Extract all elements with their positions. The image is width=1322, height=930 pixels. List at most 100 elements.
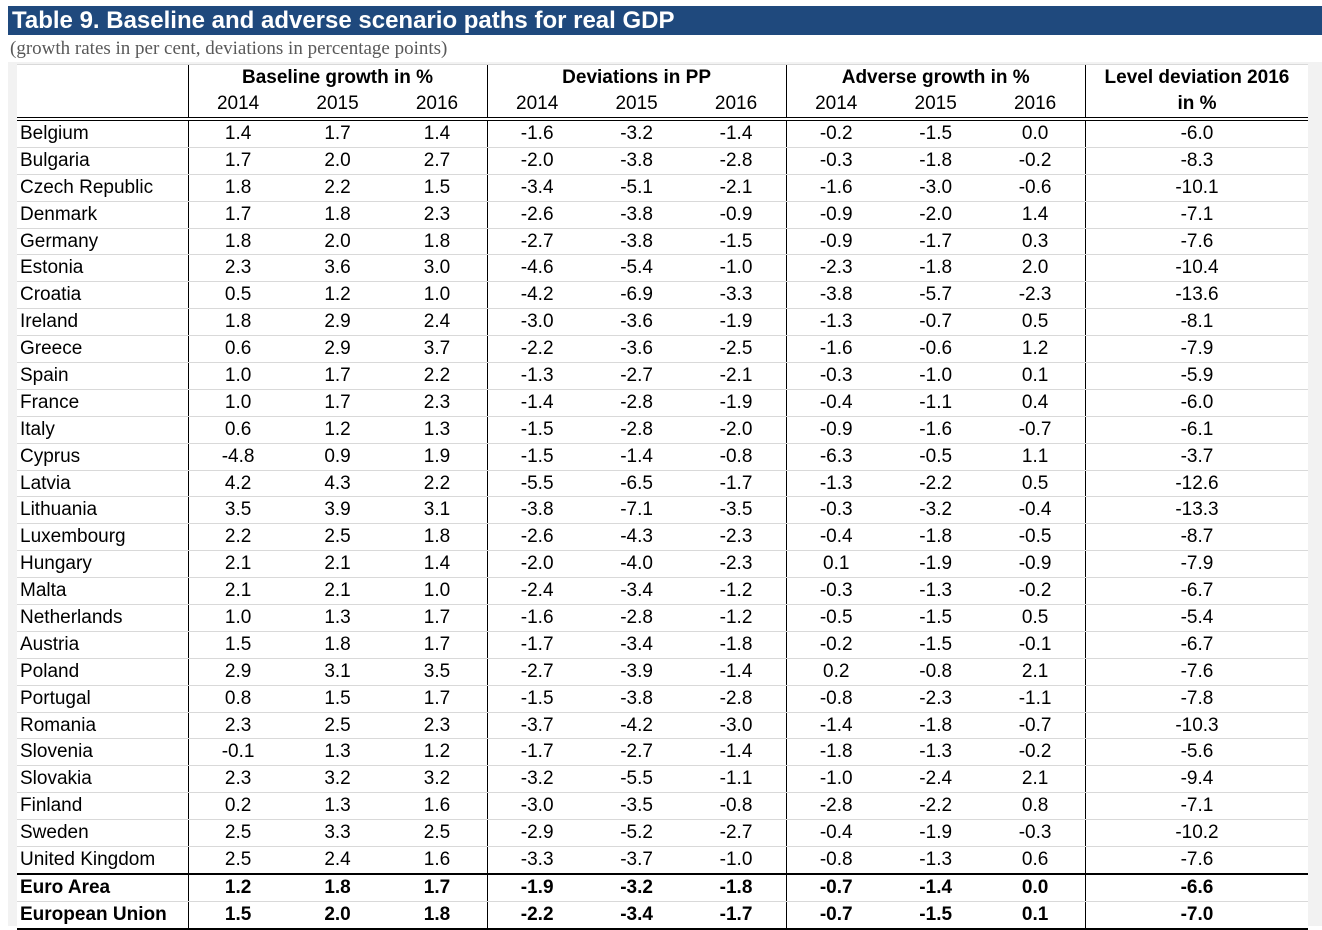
value-cell: -0.4 xyxy=(785,389,886,417)
table-row: Austria 1.5 1.8 1.7 -1.7 -3.4 -1.8 -0.2 -1.5 -0.1… xyxy=(17,631,1309,659)
value-cell: 1.8 xyxy=(387,228,488,256)
value-cell: -0.8 xyxy=(885,658,986,686)
value-cell: 2.5 xyxy=(287,523,388,552)
value-cell: 1.4 xyxy=(387,119,488,148)
value-cell: 0.6 xyxy=(187,416,288,444)
value-cell: -3.0 xyxy=(885,174,986,202)
value-cell: 2.4 xyxy=(387,308,488,337)
value-cell: -3.5 xyxy=(686,496,787,525)
value-cell: 2.7 xyxy=(387,147,488,175)
country-cell: Slovakia xyxy=(17,765,188,794)
value-cell: -6.1 xyxy=(1084,416,1309,444)
value-cell: -0.7 xyxy=(885,308,986,337)
value-cell: -1.9 xyxy=(885,819,986,848)
country-cell: Croatia xyxy=(17,281,188,310)
value-cell: -1.4 xyxy=(586,443,687,471)
value-cell: -1.3 xyxy=(785,308,886,337)
value-cell: -3.0 xyxy=(486,792,587,821)
value-cell: -2.1 xyxy=(686,174,787,202)
value-cell: 4.3 xyxy=(287,470,388,498)
value-cell: 1.2 xyxy=(287,416,388,444)
value-cell: -0.2 xyxy=(985,577,1086,606)
value-cell: -3.0 xyxy=(486,308,587,337)
value-cell: -1.9 xyxy=(885,550,986,579)
table-row: Lithuania 3.5 3.9 3.1 -3.8 -7.1 -3.5 -0.3 -3.2 -0… xyxy=(17,496,1309,525)
value-cell: -1.8 xyxy=(885,254,986,283)
value-cell: 2.0 xyxy=(287,228,388,256)
value-cell: 1.7 xyxy=(387,604,488,632)
value-cell: -1.4 xyxy=(686,119,787,148)
value-cell: -2.8 xyxy=(586,389,687,417)
value-cell: -2.8 xyxy=(686,147,787,175)
header-country-blank xyxy=(17,64,188,91)
value-cell: 3.2 xyxy=(387,765,488,794)
value-cell: -2.7 xyxy=(486,228,587,256)
value-cell: -0.3 xyxy=(785,496,886,525)
value-cell: -8.1 xyxy=(1084,308,1309,337)
value-cell: -3.2 xyxy=(885,496,986,525)
value-cell: -2.5 xyxy=(686,335,787,364)
header-baseline-group: Baseline growth in % xyxy=(187,64,488,91)
value-cell: -1.5 xyxy=(885,604,986,632)
value-cell: -1.1 xyxy=(885,389,986,417)
value-cell: -7.1 xyxy=(1084,201,1309,229)
value-cell: 0.2 xyxy=(785,658,886,686)
value-cell: -0.1 xyxy=(187,738,288,767)
country-cell: Luxembourg xyxy=(17,523,188,552)
value-cell: -1.7 xyxy=(486,738,587,767)
value-cell: -0.2 xyxy=(785,119,886,148)
value-cell: -7.0 xyxy=(1084,901,1309,930)
table-row: Germany 1.8 2.0 1.8 -2.7 -3.8 -1.5 -0.9 -1.7 0.3-… xyxy=(17,228,1309,256)
value-cell: -1.7 xyxy=(885,228,986,256)
value-cell: -0.9 xyxy=(985,550,1086,579)
value-cell: -0.9 xyxy=(785,228,886,256)
value-cell: -8.3 xyxy=(1084,147,1309,175)
value-cell: 1.8 xyxy=(187,174,288,202)
value-cell: -2.4 xyxy=(486,577,587,606)
country-cell: Romania xyxy=(17,712,188,740)
value-cell: 0.1 xyxy=(985,901,1086,930)
header-level-unit: in % xyxy=(1084,91,1309,121)
value-cell: 0.6 xyxy=(985,846,1086,875)
table-row: Croatia 0.5 1.2 1.0 -4.2 -6.9 -3.3 -3.8 -5.7 -2.3… xyxy=(17,281,1309,310)
value-cell: -0.8 xyxy=(785,685,886,713)
table-row: Portugal 0.8 1.5 1.7 -1.5 -3.8 -2.8 -0.8 -2.3 -1.… xyxy=(17,685,1309,713)
country-cell: Austria xyxy=(17,631,188,659)
value-cell: 3.2 xyxy=(287,765,388,794)
value-cell: 1.7 xyxy=(287,362,388,390)
value-cell: -7.6 xyxy=(1084,846,1309,875)
value-cell: -2.8 xyxy=(586,416,687,444)
value-cell: 2.0 xyxy=(287,147,388,175)
value-cell: 0.5 xyxy=(985,604,1086,632)
value-cell: -3.0 xyxy=(686,712,787,740)
value-cell: -7.1 xyxy=(1084,792,1309,821)
value-cell: -0.8 xyxy=(686,443,787,471)
value-cell: -1.1 xyxy=(985,685,1086,713)
value-cell: 1.8 xyxy=(287,201,388,229)
country-cell: Denmark xyxy=(17,201,188,229)
value-cell: -0.7 xyxy=(785,901,886,930)
table-body: Belgium 1.4 1.7 1.4 -1.6 -3.2 -1.4 -0.2 -1.5 0.0-… xyxy=(17,119,1309,930)
value-cell: -2.0 xyxy=(885,201,986,229)
value-cell: -1.9 xyxy=(486,872,587,902)
value-cell: -13.6 xyxy=(1084,281,1309,310)
value-cell: 1.8 xyxy=(187,228,288,256)
value-cell: 2.1 xyxy=(985,765,1086,794)
value-cell: -6.7 xyxy=(1084,577,1309,606)
value-cell: 1.7 xyxy=(387,872,488,902)
table-row: Greece 0.6 2.9 3.7 -2.2 -3.6 -2.5 -1.6 -0.6 1.2 -7… xyxy=(17,335,1309,364)
value-cell: -1.3 xyxy=(885,846,986,875)
header-year: 2015 xyxy=(287,91,388,121)
country-cell: Poland xyxy=(17,658,188,686)
value-cell: -1.8 xyxy=(885,147,986,175)
value-cell: -1.4 xyxy=(785,712,886,740)
value-cell: -3.2 xyxy=(586,119,687,148)
value-cell: 3.6 xyxy=(287,254,388,283)
value-cell: -7.1 xyxy=(586,496,687,525)
value-cell: -1.4 xyxy=(885,872,986,902)
table-row: Luxembourg 2.2 2.5 1.8 -2.6 -4.3 -2.3 -0.4 -1.8-… xyxy=(17,523,1309,552)
header-year: 2016 xyxy=(985,91,1086,121)
table-row: Romania 2.3 2.5 2.3 -3.7 -4.2 -3.0 -1.4 -1.8 -0.7… xyxy=(17,712,1309,740)
value-cell: 3.1 xyxy=(387,496,488,525)
value-cell: 2.1 xyxy=(985,658,1086,686)
